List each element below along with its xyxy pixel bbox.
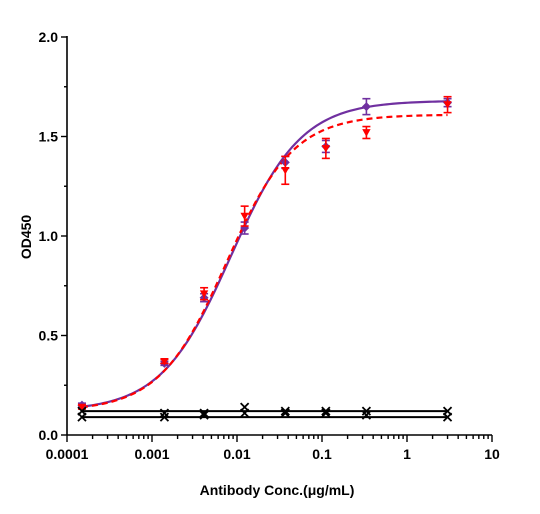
data-point-x [280, 406, 290, 416]
data-point-x [199, 408, 209, 418]
x-stroke [159, 412, 170, 422]
x-tick-label: 0.0001 [46, 446, 89, 462]
data-point-x [159, 408, 170, 418]
y-tick-label: 1.0 [39, 228, 59, 244]
x-stroke [361, 410, 372, 420]
x-stroke [199, 410, 209, 420]
x-stroke [77, 406, 87, 416]
data-point-triangle [321, 145, 331, 153]
axes [66, 36, 492, 436]
x-stroke [240, 402, 250, 412]
data-point-x [442, 406, 453, 416]
data-point-triangle [240, 212, 249, 221]
data-point-x [199, 410, 209, 420]
data-point-triangle [443, 101, 452, 109]
x-axis-title: Antibody Conc.(μg/mL) [200, 482, 355, 498]
data-point-x [240, 402, 250, 412]
x-tick-label: 0.01 [223, 446, 250, 462]
data-point-x [321, 408, 331, 418]
x-tick-label: 0.001 [134, 446, 169, 462]
x-stroke [199, 408, 209, 418]
data-point-x [77, 406, 87, 416]
x-stroke [321, 408, 331, 418]
data-point-x [361, 410, 372, 420]
x-stroke [280, 406, 290, 416]
x-stroke [280, 408, 290, 418]
y-tick-label: 0.5 [39, 328, 59, 344]
y-tick-label: 1.5 [39, 129, 59, 145]
y-tick-label: 2.0 [39, 29, 59, 45]
data-point-x [361, 406, 372, 416]
data-point-x [159, 412, 170, 422]
y-axis-title: OD450 [18, 215, 34, 260]
x-tick-label: 0.1 [312, 446, 332, 462]
y-tick-label: 0.0 [39, 427, 59, 443]
x-tick-label: 10 [484, 446, 500, 462]
data-point-triangle [77, 403, 87, 412]
x-stroke [321, 406, 331, 416]
data-point-diamond [361, 102, 371, 112]
data-point-x [280, 408, 290, 418]
data-point-triangle [281, 166, 290, 175]
fit-curve-2 [81, 113, 448, 409]
x-stroke [159, 408, 170, 418]
fit-curves [81, 100, 448, 419]
data-point-triangle [199, 290, 209, 298]
x-tick-label: 1 [403, 446, 411, 462]
x-stroke [361, 406, 372, 416]
x-stroke [442, 406, 453, 416]
data-point-triangle [362, 129, 371, 137]
fit-curve-1 [81, 100, 448, 408]
tick-group: 0.0 0.5 1.0 1.5 2.0 0.0001 0.001 0.01 0.1 1 10 [39, 29, 500, 462]
data-point-x [321, 406, 331, 416]
data-markers [77, 95, 453, 422]
data-point-triangle [160, 358, 169, 366]
